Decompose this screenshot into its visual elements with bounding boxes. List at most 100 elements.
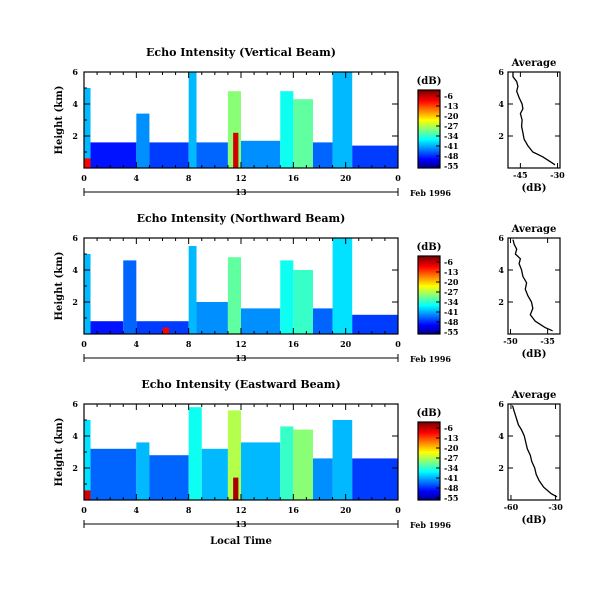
y-axis-label: Height (km)	[54, 86, 65, 155]
average-x-tick-label: -30	[550, 170, 565, 180]
average-panel: Average 6 4 2 -50 -35 (dB)	[498, 224, 561, 360]
heatmap-cell	[312, 458, 333, 500]
heatmap-cell	[312, 308, 333, 334]
x-tick-label: 0	[81, 505, 87, 515]
colorbar-swatch	[418, 146, 440, 149]
colorbar-swatch	[418, 291, 440, 294]
heatmap-cell	[136, 442, 150, 500]
heatmap-cell	[196, 142, 228, 168]
colorbar-swatch	[418, 422, 440, 425]
heatmap	[84, 407, 398, 500]
average-y-tick-label: 4	[498, 431, 504, 441]
colorbar-unit: (dB)	[417, 242, 442, 253]
colorbar-swatch	[418, 156, 440, 159]
average-title: Average	[511, 390, 557, 401]
average-y-tick-label: 2	[498, 297, 504, 307]
heatmap-cell	[188, 72, 197, 168]
colorbar-swatch	[418, 330, 440, 333]
colorbar-swatch	[418, 439, 440, 442]
colorbar-swatch	[418, 142, 440, 146]
colorbar-swatch	[418, 431, 440, 435]
colorbar-label: -41	[444, 473, 458, 483]
y-tick-label: 4	[72, 265, 78, 275]
x-tick-label: 16	[288, 339, 300, 349]
colorbar-swatch	[418, 488, 440, 491]
x-tick-label: 0	[81, 339, 87, 349]
x-tick-label: 8	[186, 339, 192, 349]
colorbar-swatch	[418, 138, 440, 142]
colorbar-swatch	[418, 304, 440, 308]
colorbar-label: -6	[444, 91, 453, 101]
average-x-tick-label: -35	[540, 336, 554, 346]
date-label: Feb 1996	[410, 354, 451, 364]
heatmap-cell	[280, 260, 294, 334]
heatmap-cell	[84, 158, 91, 168]
colorbar-swatch	[418, 101, 440, 105]
colorbar-swatch	[418, 281, 440, 284]
colorbar-swatch	[418, 103, 440, 107]
colorbar-label: -13	[444, 267, 459, 277]
heatmap-cell	[332, 420, 353, 500]
average-frame	[507, 71, 561, 169]
colorbar-label: -48	[444, 317, 459, 327]
colorbar-swatch	[418, 287, 440, 290]
y-tick-label: 4	[72, 431, 78, 441]
heatmap-cell	[84, 254, 91, 334]
x-tick-label: 12	[235, 505, 246, 515]
heatmap-cell	[352, 314, 398, 334]
colorbar-swatch	[418, 484, 440, 487]
colorbar-swatch	[418, 154, 440, 157]
colorbar-label: -20	[444, 111, 459, 121]
colorbar-label: -6	[444, 423, 453, 433]
colorbar-swatch	[418, 314, 440, 317]
colorbar-swatch	[418, 316, 440, 319]
heatmap-cell	[90, 321, 124, 334]
colorbar-swatch	[418, 308, 440, 312]
colorbar-swatch	[418, 490, 440, 493]
heatmap-cell	[90, 142, 137, 168]
panel-1: Echo Intensity (Northward Beam) 6 4 2 Height…	[54, 212, 561, 364]
heatmap-cell	[280, 426, 294, 500]
y-tick-label: 6	[72, 233, 78, 243]
colorbar-swatch	[418, 113, 440, 116]
average-x-label: (dB)	[522, 515, 547, 526]
average-y-tick-label: 6	[498, 67, 504, 77]
x-tick-label: 4	[134, 339, 140, 349]
colorbar-swatch	[418, 472, 440, 476]
colorbar-swatch	[418, 129, 440, 132]
colorbar-swatch	[418, 429, 440, 433]
colorbar-label: -13	[444, 101, 459, 111]
colorbar-swatch	[418, 121, 440, 124]
colorbar-swatch	[418, 285, 440, 288]
colorbar-frame	[417, 255, 441, 335]
average-panel: Average 6 4 2 -60 -30(dB)	[498, 390, 563, 526]
x-tick-label: 20	[340, 339, 352, 349]
average-x-label: (dB)	[522, 349, 547, 360]
colorbar-swatch	[418, 437, 440, 441]
heatmap-cell	[84, 490, 91, 500]
colorbar-swatch	[418, 318, 440, 321]
colorbar-swatch	[418, 256, 440, 259]
heatmap-cell	[332, 72, 353, 168]
average-title: Average	[511, 224, 557, 235]
average-x-tick-label: -60	[504, 502, 519, 512]
heatmap	[84, 72, 398, 168]
colorbar-swatch	[418, 130, 440, 134]
average-y-tick-label: 6	[498, 399, 504, 409]
colorbar-label: -55	[444, 161, 458, 171]
colorbar-swatch	[418, 498, 440, 501]
y-tick-label: 2	[72, 463, 78, 473]
colorbar-swatch	[418, 427, 440, 431]
heatmap-cell	[280, 91, 294, 168]
colorbar-swatch	[418, 326, 440, 329]
average-y-tick-label: 4	[498, 99, 504, 109]
colorbar-swatch	[418, 468, 440, 472]
colorbar-swatch	[418, 271, 440, 275]
day-label: 13	[235, 353, 247, 363]
average-y-tick-label: 2	[498, 131, 504, 141]
y-tick-label: 2	[72, 131, 78, 141]
colorbar-swatch	[418, 441, 440, 444]
colorbar-label: -20	[444, 277, 459, 287]
colorbar-swatch	[418, 267, 440, 271]
